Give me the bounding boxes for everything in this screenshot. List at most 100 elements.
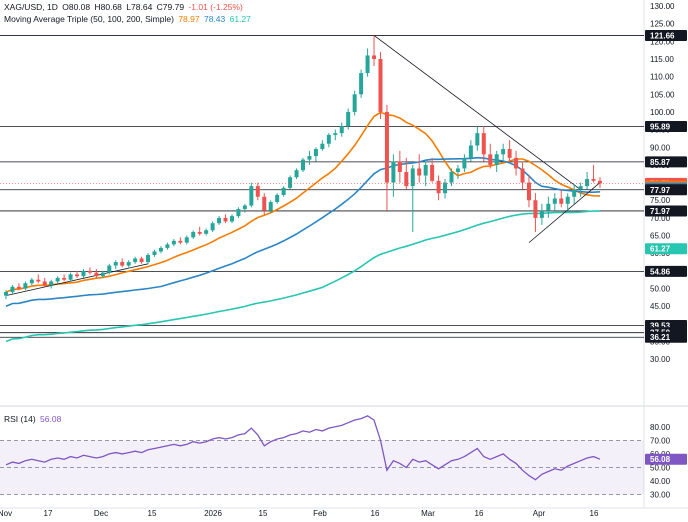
candle-body: [352, 94, 357, 112]
candle-body: [4, 292, 8, 296]
candle: [333, 129, 338, 141]
candle-body: [210, 223, 215, 231]
time-tick-label: 15: [259, 509, 268, 518]
candle-body: [171, 240, 176, 245]
price-badge-ma200: 61.27: [645, 243, 687, 255]
price-badge-label: 39.53: [650, 322, 671, 331]
candle-body: [133, 258, 138, 263]
candle: [475, 126, 480, 151]
candle-body: [62, 277, 67, 280]
price-badge-label: 77.97: [650, 186, 671, 195]
candle-body: [152, 251, 157, 255]
candle-body: [307, 156, 312, 160]
candle: [449, 168, 454, 187]
candle: [133, 256, 138, 264]
candle-body: [410, 168, 415, 187]
candle-body: [100, 272, 105, 277]
rsi-label[interactable]: RSI (14): [4, 414, 36, 424]
candle-body: [481, 133, 486, 155]
candle-body: [501, 149, 506, 155]
ohlc-high: H80.68: [94, 2, 122, 12]
price-tick-label: 105.00: [650, 90, 675, 99]
candle: [384, 104, 389, 211]
symbol-header: XAG/USD, 1D O80.08 H80.68 L78.64 C79.79 …: [4, 2, 245, 12]
candle: [294, 168, 299, 180]
candle-body: [468, 145, 473, 158]
candle: [307, 150, 312, 165]
ma50-value: 78.97: [178, 14, 200, 24]
candle: [546, 196, 551, 218]
ma-indicator-label[interactable]: Moving Average Triple (50, 100, 200, Sim…: [4, 14, 174, 24]
candle-body: [391, 161, 396, 183]
rsi-header-value: 56.08: [40, 414, 62, 424]
price-tick-label: 70.00: [650, 214, 671, 223]
candle-body: [281, 187, 286, 195]
candle: [301, 157, 305, 172]
price-badge-bg: [645, 331, 687, 343]
candle-body: [423, 164, 428, 176]
candle-body: [16, 286, 21, 289]
candle: [591, 164, 596, 183]
candle-body: [378, 58, 383, 112]
time-tick-label: Feb: [313, 509, 327, 518]
candle-body: [372, 55, 377, 59]
candle: [113, 260, 118, 270]
candle-body: [75, 274, 80, 277]
candle: [352, 90, 357, 116]
candle: [313, 147, 318, 162]
candle: [514, 150, 519, 176]
candle: [197, 226, 202, 236]
candle-body: [313, 149, 318, 157]
candle-body: [494, 154, 499, 165]
price-badge-label: 121.66: [650, 31, 675, 40]
candle: [320, 140, 325, 151]
early-trendline: [5, 263, 149, 296]
candle: [165, 242, 170, 250]
price-badge-label: 85.87: [650, 158, 671, 167]
ma200-line: [5, 210, 601, 343]
time-tick-label: Apr: [533, 509, 546, 518]
candle-body: [113, 262, 118, 266]
candle: [585, 171, 590, 190]
candle: [326, 133, 331, 148]
rsi-header: RSI (14) 56.08: [4, 414, 63, 424]
candle: [494, 150, 499, 172]
candle: [152, 249, 157, 257]
candle: [262, 193, 267, 215]
candle-body: [268, 202, 273, 211]
candle-body: [204, 230, 209, 234]
candle: [423, 161, 428, 187]
price-badge-label: 36.21: [650, 333, 671, 342]
candle-body: [359, 73, 364, 95]
candle-body: [36, 279, 41, 282]
candle: [87, 267, 92, 275]
price-tick-label: 75.00: [650, 196, 671, 205]
price-tick-label: 65.00: [650, 232, 671, 241]
price-badge-level: 71.97: [645, 205, 687, 217]
candle: [146, 253, 151, 264]
candle: [49, 279, 54, 289]
time-tick-label: Dec: [94, 509, 108, 518]
candle: [281, 186, 286, 197]
candle: [255, 182, 260, 201]
price-badge-bg: [645, 29, 687, 41]
candle-body: [365, 55, 370, 74]
candle-body: [384, 111, 389, 183]
rsi-tick-label: 30.00: [650, 491, 671, 500]
ma100-line: [5, 156, 601, 307]
candle: [565, 193, 570, 211]
price-badge-label: 61.27: [650, 245, 671, 254]
candle: [391, 154, 396, 197]
candle-body: [178, 240, 183, 243]
price-tick-label: 30.00: [650, 355, 671, 364]
ohlc-open: O80.08: [62, 2, 91, 12]
candle: [359, 69, 364, 98]
time-tick-label: 17: [44, 509, 53, 518]
price-tick-label: 120.00: [650, 37, 675, 46]
candle: [139, 256, 144, 264]
candle: [410, 164, 415, 233]
candle-body: [10, 286, 15, 293]
price-badge-bg: [645, 184, 687, 196]
symbol-label[interactable]: XAG/USD, 1D: [4, 2, 58, 12]
